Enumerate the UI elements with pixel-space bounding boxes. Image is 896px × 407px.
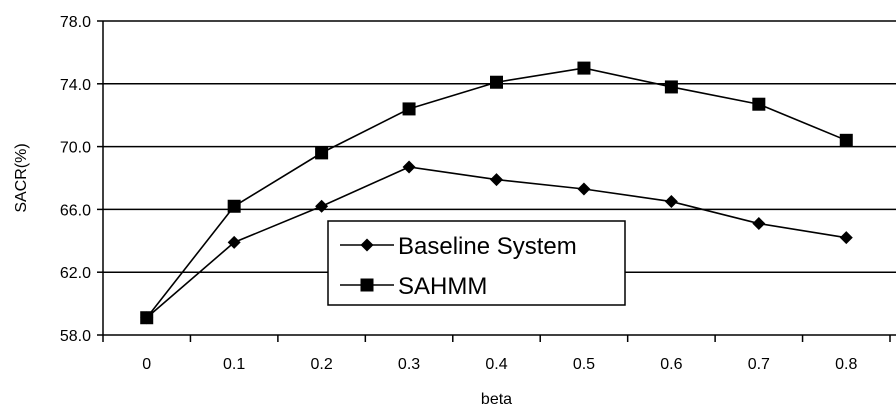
data-point	[577, 182, 591, 196]
y-tick-label: 58.0	[60, 328, 91, 345]
data-point	[577, 61, 591, 75]
data-point	[490, 173, 503, 187]
x-tick-labels: 0 0.1 0.2 0.3 0.4 0.5 0.6 0.7 0.8	[142, 356, 857, 373]
data-point	[839, 231, 853, 245]
x-tick-label: 0.2	[310, 356, 332, 373]
data-point	[839, 133, 853, 147]
axes	[97, 20, 896, 342]
x-tick-label: 0.4	[485, 356, 507, 373]
data-point	[140, 311, 154, 325]
series-square	[140, 61, 853, 325]
legend-marker	[360, 238, 374, 252]
x-tick-label: 0.6	[660, 356, 682, 373]
x-tick-label: 0.1	[223, 356, 245, 373]
legend-item: SAHMM	[340, 273, 487, 300]
x-axis-label: beta	[481, 391, 512, 407]
x-tick-label: 0.5	[573, 356, 595, 373]
x-tick-label: 0	[142, 356, 151, 373]
data-point	[752, 217, 766, 231]
legend-label: Baseline System	[398, 233, 577, 260]
y-tick-label: 74.0	[60, 77, 91, 94]
legend-box	[327, 220, 626, 306]
y-tick-label: 78.0	[60, 14, 91, 31]
y-tick-label: 62.0	[60, 265, 91, 282]
series	[140, 61, 853, 325]
data-point	[227, 199, 241, 213]
x-tick-label: 0.7	[748, 356, 770, 373]
data-point	[402, 102, 416, 116]
legend-label: SAHMM	[398, 273, 487, 300]
legend: Baseline System SAHMM	[327, 220, 626, 306]
data-point	[664, 195, 678, 209]
data-point	[402, 160, 416, 174]
data-point	[490, 75, 503, 89]
legend-marker	[360, 278, 374, 292]
x-tick-label: 0.8	[835, 356, 857, 373]
data-point	[315, 199, 329, 213]
data-point	[227, 235, 241, 249]
data-point	[664, 80, 678, 94]
y-tick-labels: 58.0 62.0 66.0 70.0 74.0 78.0	[60, 14, 91, 345]
y-tick-label: 70.0	[60, 140, 91, 157]
data-point	[752, 97, 766, 111]
y-tick-label: 66.0	[60, 202, 91, 219]
data-point	[315, 146, 329, 160]
x-tick-label: 0.3	[398, 356, 420, 373]
y-axis-label: SACR(%)	[13, 143, 30, 212]
legend-item: Baseline System	[340, 233, 577, 260]
